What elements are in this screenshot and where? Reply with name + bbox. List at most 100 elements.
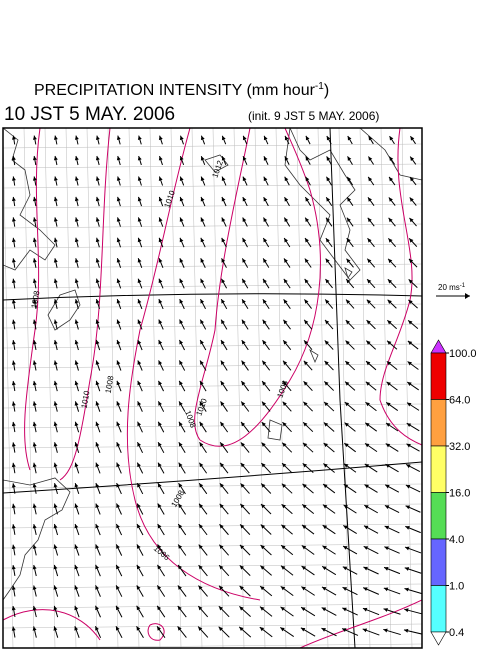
grid-line xyxy=(296,128,308,648)
wind-head xyxy=(322,545,327,550)
wind-head xyxy=(343,504,349,509)
wind-vector xyxy=(116,360,122,371)
isobar-label: 1010 xyxy=(162,189,177,209)
wind-head xyxy=(74,135,79,140)
wind-vector xyxy=(116,258,122,268)
wind-vector xyxy=(156,626,166,638)
wind-head xyxy=(259,606,265,611)
wind-vector xyxy=(32,258,37,268)
wind-head xyxy=(239,626,244,632)
wind-head xyxy=(408,258,414,264)
wind-vector xyxy=(344,422,356,432)
wind-head xyxy=(283,360,288,366)
wind-head xyxy=(347,176,352,182)
wind-head xyxy=(383,587,389,592)
wind-vector xyxy=(406,422,420,432)
wind-vector xyxy=(260,544,272,556)
wind-head xyxy=(343,546,348,550)
wind-head xyxy=(11,135,16,140)
wind-head xyxy=(11,421,16,427)
wind-vector xyxy=(157,441,165,454)
wind-head xyxy=(53,237,58,243)
wind-vector xyxy=(365,360,377,371)
wind-head xyxy=(305,197,310,202)
wind-vector xyxy=(137,401,143,412)
wind-vector xyxy=(240,462,250,474)
wind-head xyxy=(95,156,100,161)
wind-vector xyxy=(198,482,208,495)
wind-vector xyxy=(383,587,401,595)
wind-vector xyxy=(156,585,166,597)
wind-head xyxy=(179,278,184,284)
grid-line xyxy=(3,563,422,569)
wind-vector xyxy=(178,503,186,515)
wind-head xyxy=(158,135,163,141)
wind-head xyxy=(344,422,349,427)
wind-vector xyxy=(302,462,314,474)
wind-head xyxy=(74,503,79,508)
wind-vector xyxy=(218,564,230,577)
wind-head xyxy=(346,238,351,243)
isobar xyxy=(379,128,422,446)
wind-vector xyxy=(179,298,185,310)
wind-vector xyxy=(284,156,290,165)
wind-vector xyxy=(74,258,79,268)
wind-head xyxy=(198,565,203,570)
wind-head xyxy=(241,381,246,386)
wind-head xyxy=(281,545,286,550)
wind-head xyxy=(325,238,330,243)
wind-vector xyxy=(322,504,336,514)
wind-vector xyxy=(157,482,165,495)
wind-head xyxy=(95,401,100,406)
wind-head xyxy=(342,566,348,571)
wind-head xyxy=(221,197,226,202)
wind-vector xyxy=(280,585,294,597)
wind-vector xyxy=(198,564,208,577)
wind-head xyxy=(137,237,142,243)
wind-vector xyxy=(74,176,79,186)
isobar xyxy=(194,128,321,447)
wind-vector xyxy=(74,298,79,310)
wind-vector xyxy=(301,565,315,576)
wind-head xyxy=(261,463,266,468)
wind-head xyxy=(280,627,285,632)
wind-head xyxy=(74,258,79,263)
wind-vector xyxy=(219,462,229,474)
wind-head xyxy=(11,524,16,529)
wind-vector xyxy=(53,585,59,597)
wind-vector xyxy=(116,339,122,351)
wind-head xyxy=(137,319,142,324)
wind-head xyxy=(323,422,329,427)
wind-vector xyxy=(137,196,142,207)
wind-vector xyxy=(407,320,419,329)
wind-head xyxy=(326,135,331,141)
wind-vector xyxy=(32,299,37,309)
wind-vector xyxy=(95,544,101,556)
wind-vector xyxy=(259,606,273,617)
wind-head xyxy=(11,258,16,263)
wind-head xyxy=(305,176,310,182)
wind-head xyxy=(362,607,368,612)
wind-head xyxy=(200,319,204,325)
wind-vector xyxy=(158,237,164,248)
wind-vector xyxy=(136,605,144,618)
wind-vector xyxy=(116,421,122,433)
wind-head xyxy=(157,483,162,488)
wind-head xyxy=(221,258,226,263)
coastline xyxy=(47,289,81,331)
wind-vector xyxy=(198,585,208,597)
wind-head xyxy=(324,401,329,407)
wind-head xyxy=(283,319,288,325)
wind-head xyxy=(220,462,225,468)
wind-head xyxy=(323,484,328,489)
wind-head xyxy=(177,626,182,631)
wind-vector xyxy=(74,155,79,166)
wind-head xyxy=(179,401,183,406)
wind-head xyxy=(95,421,100,427)
colorbar-tick-label: 64.0 xyxy=(449,395,470,407)
wind-head xyxy=(363,587,368,592)
wind-head xyxy=(11,176,16,181)
latitude-line xyxy=(3,293,422,301)
wind-head xyxy=(11,401,16,406)
wind-head xyxy=(364,505,369,509)
